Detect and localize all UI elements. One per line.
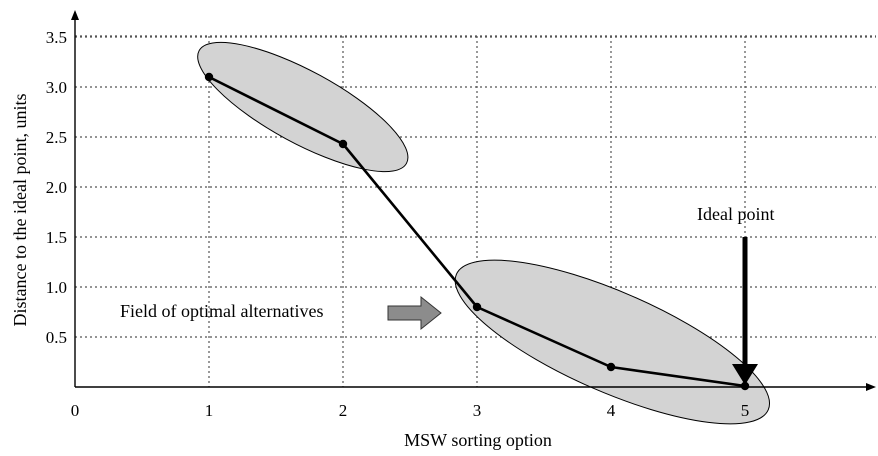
x-tick-label: 5 <box>741 401 750 420</box>
y-axis-arrowhead <box>71 10 79 20</box>
x-tick-label: 2 <box>339 401 348 420</box>
data-point <box>338 139 348 149</box>
x-tick-label: 1 <box>205 401 214 420</box>
y-tick-label: 0.5 <box>46 328 67 347</box>
ideal-point-label: Ideal point <box>697 204 774 224</box>
x-tick-label: 3 <box>473 401 482 420</box>
axes <box>71 10 876 391</box>
y-tick-label: 1.0 <box>46 278 67 297</box>
data-point <box>606 362 616 372</box>
y-tick-label: 2.0 <box>46 178 67 197</box>
x-tick-label: 4 <box>607 401 616 420</box>
annotations: Field of optimal alternatives Ideal poin… <box>120 204 774 385</box>
highlight-ellipse <box>454 259 771 425</box>
x-axis-arrowhead <box>866 383 876 391</box>
field-of-optimal-label: Field of optimal alternatives <box>120 301 323 321</box>
y-tick-label: 3.5 <box>46 28 67 47</box>
ideal-point-arrow-icon <box>732 237 758 385</box>
data-point <box>204 72 214 82</box>
y-tick-label: 1.5 <box>46 228 67 247</box>
y-axis-label: Distance to the ideal point, units <box>10 94 30 327</box>
y-tick-label: 2.5 <box>46 128 67 147</box>
x-tick-label: 0 <box>71 401 80 420</box>
field-arrow-icon <box>387 295 442 331</box>
tick-labels: 0.5 1.0 1.5 2.0 2.5 3.0 3.5 0 1 2 3 4 5 <box>46 28 750 420</box>
data-point <box>472 302 482 312</box>
data-series <box>204 72 750 391</box>
highlight-ellipse <box>197 41 409 173</box>
data-point <box>740 381 750 391</box>
highlight-ellipses <box>197 41 771 425</box>
y-tick-label: 3.0 <box>46 78 67 97</box>
x-axis-label: MSW sorting option <box>404 430 552 450</box>
